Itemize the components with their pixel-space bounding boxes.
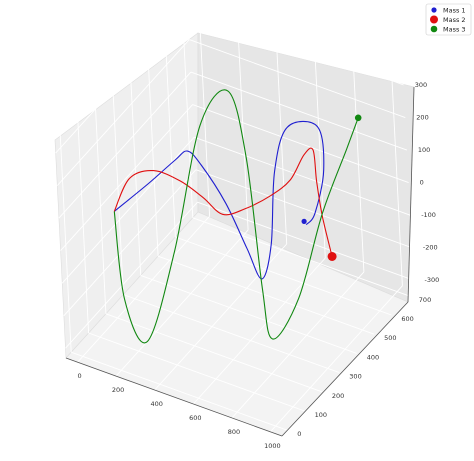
grid-floor-y xyxy=(192,217,409,297)
series-markers xyxy=(301,114,362,261)
y-tick-label: 400 xyxy=(367,353,379,361)
grid-floor-y xyxy=(140,274,357,354)
grid-back-z xyxy=(189,39,406,119)
grid-floor-y xyxy=(123,294,340,374)
grid-back-z xyxy=(187,6,404,86)
series-lines xyxy=(113,89,359,344)
grid-back-z xyxy=(192,104,409,184)
grid-left-z xyxy=(60,104,193,251)
legend-box xyxy=(425,3,472,36)
y-tick-label: 300 xyxy=(349,373,361,381)
grid-left-z xyxy=(56,39,190,186)
grid-left-y xyxy=(129,57,142,276)
grid-floor-x xyxy=(115,229,249,377)
grid-back-z xyxy=(195,169,413,249)
legend-label-mass-1: Mass 1 xyxy=(443,7,466,15)
y-tick-label: 0 xyxy=(297,430,301,438)
x-axis-line xyxy=(65,357,283,437)
final-marker-mass-2 xyxy=(327,252,337,261)
grid-floor-x xyxy=(192,257,326,405)
tick-labels: 020040060080010000100200300400500600700-… xyxy=(78,81,440,450)
grid-left-y xyxy=(181,0,194,218)
grid-floor-y xyxy=(157,255,375,335)
grid-left-y xyxy=(163,18,176,238)
x-tick-label: 200 xyxy=(112,386,124,394)
final-marker-mass-1 xyxy=(301,218,307,224)
z-tick-label: 300 xyxy=(415,81,427,89)
z-axis-line xyxy=(407,86,415,303)
grid-floor-x xyxy=(154,243,288,391)
grid-left-y xyxy=(146,38,159,257)
x-tick-label: 400 xyxy=(150,400,162,408)
chart-grid xyxy=(55,0,414,433)
x-tick-label: 600 xyxy=(189,414,201,422)
grid-left-y xyxy=(111,76,124,295)
grid-back-x xyxy=(275,25,288,245)
z-tick-label: -200 xyxy=(423,244,438,252)
y-tick-label: 600 xyxy=(401,315,413,323)
grid-left-z xyxy=(65,201,198,349)
grid-left-z xyxy=(55,6,189,154)
y-axis-line xyxy=(281,301,409,437)
grid-back-x xyxy=(198,0,211,217)
grid-floor-y xyxy=(175,236,392,316)
legend-label-mass-2: Mass 2 xyxy=(443,16,466,24)
legend-label-mass-3: Mass 3 xyxy=(443,26,466,34)
grid-left-z xyxy=(58,71,192,219)
final-marker-mass-3 xyxy=(354,114,362,122)
grid-back-z xyxy=(190,71,408,151)
y-tick-label: 700 xyxy=(419,296,431,304)
grid-back-x xyxy=(236,12,249,231)
grid-floor-y xyxy=(71,351,288,431)
x-tick-label: 800 xyxy=(228,428,240,436)
grid-back-z xyxy=(197,201,414,281)
chart-panes xyxy=(54,32,415,437)
z-tick-label: 200 xyxy=(416,114,428,122)
z-tick-label: -100 xyxy=(421,211,436,219)
legend-marker-mass-3 xyxy=(430,25,438,33)
series-line-mass-2 xyxy=(113,147,333,257)
x-tick-label: 0 xyxy=(78,372,82,380)
grid-left-z xyxy=(63,169,197,317)
grid-left-y xyxy=(94,95,107,314)
axis-lines xyxy=(65,86,415,437)
grid-back-x xyxy=(390,67,403,286)
z-tick-label: 0 xyxy=(420,179,424,187)
legend-marker-mass-1 xyxy=(431,7,437,13)
y-tick-label: 200 xyxy=(332,392,344,400)
series-line-mass-3 xyxy=(113,89,359,344)
grid-left-y xyxy=(59,134,72,353)
y-tick-label: 500 xyxy=(384,334,396,342)
grid-back-z xyxy=(194,136,411,216)
grid-floor-x xyxy=(231,271,365,419)
grid-left-y xyxy=(77,114,90,334)
grid-floor-x xyxy=(77,215,210,363)
grid-back-x xyxy=(352,53,365,272)
grid-floor-y xyxy=(88,332,305,412)
z-tick-label: -300 xyxy=(425,276,440,284)
legend-marker-mass-2 xyxy=(430,15,438,24)
grid-floor-y xyxy=(105,313,323,393)
series-line-mass-1 xyxy=(113,120,325,280)
z-tick-label: 100 xyxy=(418,146,430,154)
x-tick-label: 1000 xyxy=(264,442,281,450)
grid-floor-x xyxy=(270,285,403,433)
legend: Mass 1 Mass 2 Mass 3 xyxy=(425,3,472,36)
grid-left-z xyxy=(61,136,195,284)
y-tick-label: 100 xyxy=(315,411,327,419)
